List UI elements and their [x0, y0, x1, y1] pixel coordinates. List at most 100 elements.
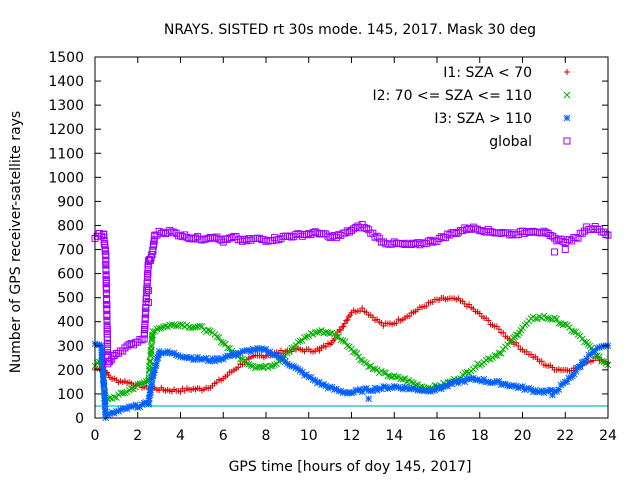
data-point	[476, 377, 484, 384]
x-tick-label: 20	[514, 428, 532, 444]
data-point	[596, 353, 603, 361]
legend-label: I1: SZA < 70	[443, 65, 532, 81]
legend-marker	[563, 91, 571, 99]
outlier-point	[365, 395, 372, 403]
data-point	[102, 410, 109, 418]
data-point	[111, 351, 119, 359]
data-point	[99, 371, 107, 379]
data-point	[217, 355, 225, 362]
x-tick-label: 16	[428, 428, 446, 444]
data-point	[358, 388, 366, 396]
data-point	[140, 335, 148, 343]
data-point	[504, 341, 511, 349]
data-point	[103, 336, 111, 344]
data-point	[108, 408, 116, 416]
data-point	[555, 386, 563, 393]
data-point	[148, 343, 155, 351]
data-point	[548, 232, 556, 240]
data-point	[151, 366, 159, 374]
y-tick-label: 1100	[48, 146, 84, 162]
data-point	[142, 294, 150, 302]
data-point	[162, 322, 169, 330]
data-point	[572, 234, 580, 242]
data-point	[141, 320, 149, 328]
data-point	[525, 384, 533, 392]
data-point	[320, 230, 328, 238]
data-point	[331, 330, 338, 338]
data-point	[375, 234, 383, 242]
data-point	[380, 238, 388, 246]
data-point	[155, 325, 163, 332]
data-point	[354, 387, 362, 394]
data-point	[412, 385, 419, 393]
data-point	[474, 376, 481, 383]
data-point	[500, 329, 507, 336]
data-point	[602, 230, 610, 238]
data-point	[418, 386, 426, 394]
data-point	[363, 360, 370, 367]
plot-area	[91, 220, 612, 422]
data-point	[316, 328, 323, 335]
data-point	[101, 391, 108, 398]
data-point	[343, 342, 351, 350]
data-point	[405, 385, 413, 393]
x-tick-label: 14	[385, 428, 403, 444]
x-tick-label: 8	[262, 428, 271, 444]
data-point	[141, 321, 149, 329]
data-point	[154, 354, 162, 362]
data-point	[401, 383, 409, 391]
data-point	[580, 227, 588, 235]
data-point	[102, 267, 110, 275]
data-point	[393, 320, 400, 327]
data-point	[198, 323, 206, 330]
data-point	[367, 362, 375, 370]
data-point	[213, 333, 221, 341]
data-point	[136, 380, 144, 388]
data-point	[168, 321, 176, 328]
data-point	[337, 336, 345, 344]
data-point	[256, 346, 263, 353]
data-point	[401, 375, 409, 382]
data-point	[570, 328, 578, 335]
x-tick-label: 2	[133, 428, 142, 444]
data-point	[104, 344, 112, 352]
data-point	[313, 379, 321, 387]
data-point	[472, 364, 479, 371]
data-point	[166, 349, 174, 357]
data-point	[148, 251, 156, 259]
data-point	[377, 238, 385, 246]
data-point	[331, 386, 338, 394]
legend-label: global	[489, 134, 532, 150]
data-point	[497, 350, 505, 357]
data-point	[514, 384, 522, 392]
y-tick-label: 1500	[48, 50, 84, 66]
data-point	[303, 333, 310, 341]
legend-marker	[564, 69, 570, 75]
data-point	[589, 348, 597, 356]
data-point	[117, 406, 125, 414]
data-point	[241, 357, 248, 365]
data-point	[561, 320, 569, 328]
data-point	[466, 301, 473, 308]
data-point	[495, 326, 502, 333]
data-point	[235, 364, 242, 371]
y-tick-label: 600	[57, 267, 84, 283]
data-point	[467, 375, 475, 383]
data-point	[446, 379, 454, 387]
data-point	[583, 355, 590, 362]
data-point	[219, 339, 227, 347]
data-point	[155, 351, 162, 359]
x-tick-label: 22	[556, 428, 574, 444]
data-point	[298, 368, 306, 376]
data-point	[427, 388, 434, 395]
data-point	[542, 314, 550, 322]
data-point	[290, 363, 298, 370]
series-4	[91, 220, 612, 368]
data-point	[339, 337, 347, 345]
data-point	[258, 345, 266, 352]
data-point	[371, 233, 379, 241]
data-point	[423, 303, 430, 310]
data-point	[348, 389, 355, 397]
data-point	[148, 334, 156, 341]
data-point	[170, 321, 178, 329]
